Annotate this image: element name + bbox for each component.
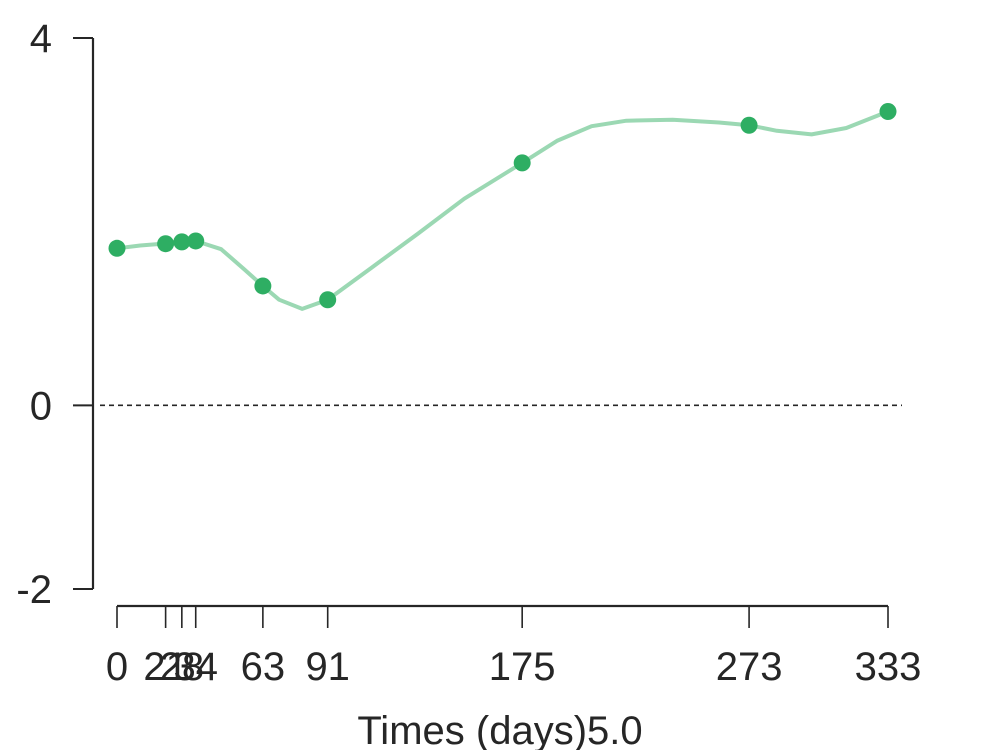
x-tick-label: 28	[160, 645, 205, 689]
series-line-layer	[115, 109, 890, 311]
series-line	[115, 109, 890, 311]
x-tick-label: 34	[173, 645, 218, 689]
y-tick-label: -2	[16, 568, 52, 612]
data-point	[254, 277, 272, 295]
data-point	[173, 233, 191, 251]
x-tick-label: 273	[716, 645, 783, 689]
x-tick-label: 63	[241, 645, 286, 689]
data-point	[513, 154, 531, 172]
x-tick-label: 0	[106, 645, 128, 689]
y-axis: -2 0 4	[16, 17, 95, 612]
y-tick-label: 0	[30, 384, 52, 428]
data-point	[879, 102, 897, 120]
x-axis-label: Times (days)5.0	[357, 709, 642, 750]
data-point	[108, 239, 126, 257]
x-tick-label: 21	[143, 645, 188, 689]
x-tick-label: 333	[855, 645, 922, 689]
data-point	[157, 235, 175, 253]
x-tick-label: 175	[489, 645, 556, 689]
data-point	[319, 291, 337, 309]
data-point	[740, 116, 758, 134]
data-point-layer	[108, 102, 897, 309]
data-point	[187, 232, 205, 250]
y-tick-label: 4	[30, 17, 52, 61]
x-tick-label: 91	[305, 645, 350, 689]
